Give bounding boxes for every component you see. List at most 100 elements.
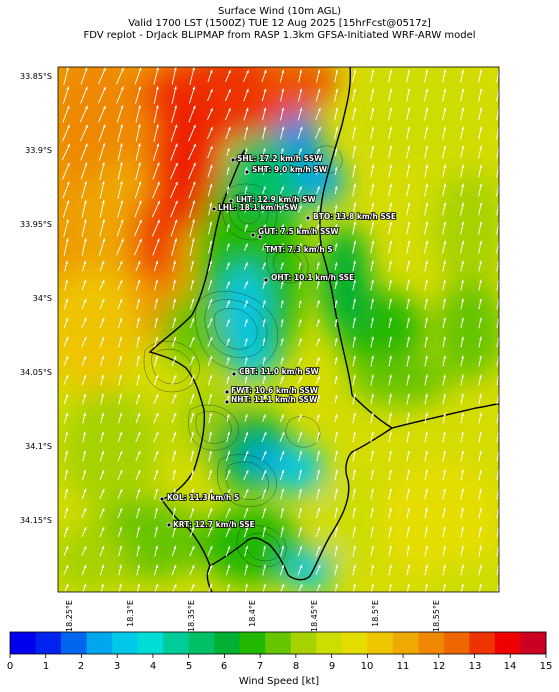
wind-arrow-head: [227, 300, 230, 304]
wind-arrow-head: [425, 526, 428, 530]
station-lhl[interactable]: LHL: 18.1 km/h SW: [211, 202, 299, 213]
wind-arrow: [151, 219, 161, 237]
wind-arrow-head: [119, 545, 122, 549]
longitude-axis: 18.25°E 18.3°E 18.35°E 18.4°E 18.45°E 18…: [65, 600, 441, 632]
wind-arrow-head: [66, 105, 70, 109]
wind-arrow-head: [173, 431, 177, 436]
wind-arrow-head: [443, 260, 446, 264]
wind-arrow-head: [65, 336, 69, 341]
station-sht[interactable]: SHT: 9.0 km/h SW: [244, 164, 329, 175]
wind-arrow: [62, 162, 70, 180]
station-fwt[interactable]: FWT: 10.6 km/h SSW: [224, 385, 320, 396]
wind-arrow-head: [280, 300, 284, 304]
wind-arrow-head: [101, 374, 104, 378]
wind-arrow-head: [84, 143, 88, 147]
station-krt[interactable]: KRT: 12.7 km/h SSE: [166, 519, 256, 530]
wind-arrow-head: [262, 376, 266, 380]
wind-arrow-head: [65, 545, 69, 550]
wind-arrow-head: [281, 69, 285, 73]
wind-arrow-head: [137, 336, 140, 340]
wind-arrow-head: [479, 412, 482, 416]
wind-arrow-head: [299, 526, 302, 530]
station-label-gut: GUT: 7.5 km/h SSW: [258, 227, 339, 236]
wind-arrow-head: [371, 202, 375, 206]
wind-arrow-head: [101, 200, 105, 204]
wind-arrow: [97, 86, 107, 104]
wind-arrow-head: [209, 279, 213, 284]
wind-arrow-head: [138, 162, 141, 166]
wind-arrow-head: [85, 86, 88, 90]
colorbar-tick-13: 13: [469, 661, 482, 672]
colorbar-tick-1: 1: [43, 661, 49, 672]
wind-arrow-head: [335, 545, 338, 549]
wind-arrow: [98, 105, 106, 123]
wind-arrow-head: [281, 526, 284, 530]
wind-arrow-head: [139, 238, 142, 243]
wind-arrow-head: [479, 507, 482, 511]
wind-arrow: [117, 143, 123, 161]
wind-arrow-head: [173, 507, 176, 511]
wind-arrow-head: [119, 526, 123, 531]
station-nht[interactable]: NHT: 11.1 km/h SSW: [224, 394, 319, 405]
wind-arrow-head: [479, 450, 482, 454]
wind-arrow-head: [353, 355, 356, 359]
station-lht[interactable]: LHT: 12.9 km/h SW: [228, 194, 317, 205]
wind-arrow-head: [443, 450, 446, 454]
wind-arrow: [169, 162, 179, 180]
wind-arrow-head: [155, 564, 159, 568]
wind-arrow-head: [461, 469, 464, 473]
station-tmt[interactable]: TMT: 7.3 km/h S: [257, 234, 333, 255]
wind-arrow-head: [228, 89, 231, 93]
wind-arrow-head: [353, 336, 356, 340]
wind-arrow-head: [83, 260, 86, 264]
wind-arrow-head: [443, 583, 446, 587]
wind-arrow-head: [66, 219, 69, 223]
wind-arrow-head: [193, 124, 196, 128]
wind-arrow-head: [407, 450, 410, 454]
wind-arrow-head: [191, 450, 194, 454]
wind-arrow-head: [371, 545, 374, 549]
station-shl[interactable]: SHL: 17.2 km/h SSW: [230, 153, 324, 164]
wind-arrow-head: [425, 107, 429, 111]
station-oht[interactable]: OHT: 10.1 km/h SSE: [263, 272, 355, 283]
wind-arrow-head: [119, 564, 122, 568]
station-kol[interactable]: KOL: 11.3 km/h S: [159, 492, 240, 503]
wind-arrow-head: [155, 413, 159, 417]
wind-arrow-head: [83, 564, 87, 569]
wind-arrow-head: [101, 488, 105, 493]
station-label-krt: KRT: 12.7 km/h SSE: [173, 520, 255, 529]
station-label-kol: KOL: 11.3 km/h S: [167, 493, 239, 502]
wind-arrow-head: [281, 224, 284, 228]
wind-arrow-head: [316, 262, 320, 266]
station-bto[interactable]: BTO: 13.8 km/h SSE: [305, 211, 397, 222]
wind-arrow-head: [191, 279, 194, 283]
wind-arrow-head: [244, 186, 248, 190]
wind-arrow-head: [335, 431, 338, 435]
wind-arrow-head: [155, 507, 158, 511]
wind-arrow-head: [226, 414, 230, 418]
wind-arrow-head: [280, 357, 284, 361]
wind-arrow-head: [173, 67, 177, 71]
colorbar-swatch: [367, 632, 394, 654]
wind-arrow-head: [407, 564, 410, 568]
wind-arrow-head: [191, 526, 195, 531]
wind-arrow-head: [226, 376, 230, 380]
wind-arrow-head: [335, 583, 338, 587]
wind-arrow-head: [281, 243, 284, 247]
station-gut[interactable]: GUT: 7.5 km/h SSW: [250, 226, 340, 238]
colorbar-swatch: [341, 632, 368, 654]
wind-arrow-head: [137, 583, 140, 587]
wind-arrow-head: [191, 374, 195, 379]
wind-arrow-head: [65, 526, 69, 531]
wind-arrow-head: [137, 451, 141, 455]
wind-arrow-head: [83, 431, 86, 435]
wind-arrow: [189, 67, 195, 85]
wind-arrow-head: [443, 69, 447, 73]
station-cbt[interactable]: CBT: 11.0 km/h SW: [231, 366, 320, 377]
wind-arrow-head: [497, 336, 499, 340]
colorbar-swatch: [10, 632, 36, 654]
wind-arrow-head: [119, 298, 123, 303]
wind-arrow-head: [102, 124, 106, 128]
wind-arrow-head: [281, 583, 285, 588]
wind-arrow-head: [119, 470, 123, 474]
